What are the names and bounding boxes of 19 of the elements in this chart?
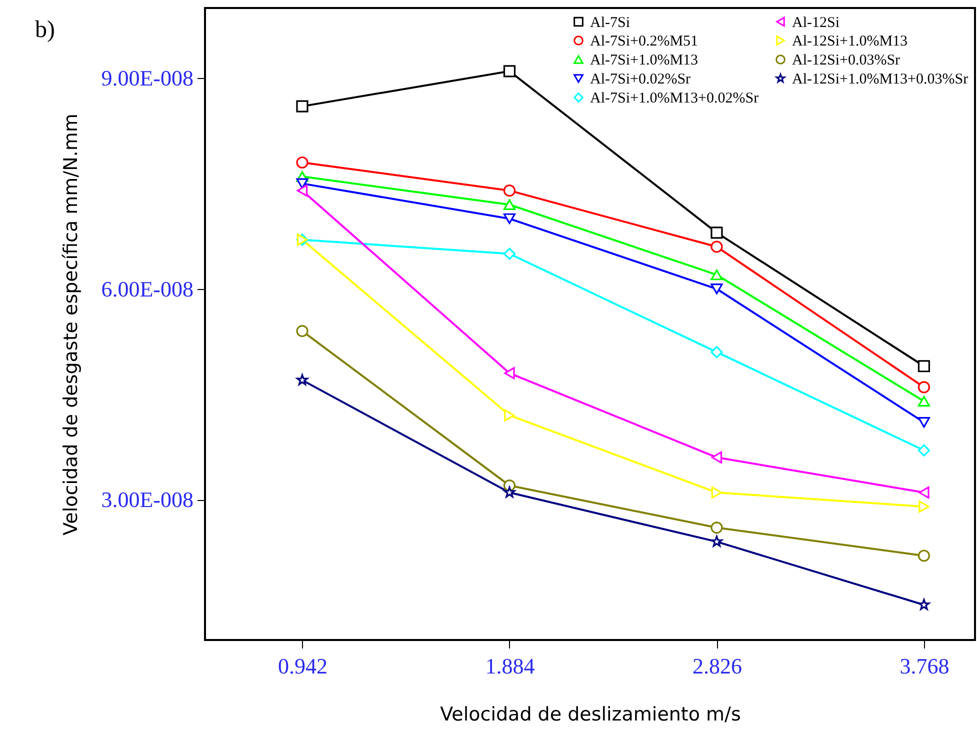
x-tick-label: 1.884 — [485, 654, 535, 678]
legend-label: Al-7Si+0.02%Sr — [590, 72, 691, 88]
y-axis-title: Velocidad de desgaste específica mm/N.mm — [60, 114, 82, 536]
y-tick-label: 6.00E-008 — [101, 276, 194, 302]
y-tick-label: 9.00E-008 — [101, 66, 194, 91]
legend-label: Al-7Si+0.2%M51 — [590, 34, 698, 50]
y-tick-label: 3.00E-008 — [101, 487, 194, 512]
x-tick-label: 3.768 — [900, 654, 950, 678]
text: b) — [35, 17, 55, 43]
legend-label: Al-12Si+0.03%Sr — [792, 52, 900, 68]
legend-label: Al-7Si+1.0%M13 — [590, 52, 698, 68]
x-tick-label: 0.942 — [278, 654, 328, 678]
x-tick-label: 2.826 — [692, 654, 742, 678]
legend-label: Al-7Si — [590, 14, 630, 31]
legend-label: Al-12Si — [792, 14, 840, 31]
x-axis-title: Velocidad de deslizamiento m/s — [440, 704, 741, 726]
legend-label: Al-7Si+1.0%M13+0.02%Sr — [590, 90, 759, 106]
legend-label: Al-12Si+1.0%M13 — [792, 34, 908, 50]
legend-label: Al-12Si+1.0%M13+0.03%Sr — [792, 72, 968, 88]
